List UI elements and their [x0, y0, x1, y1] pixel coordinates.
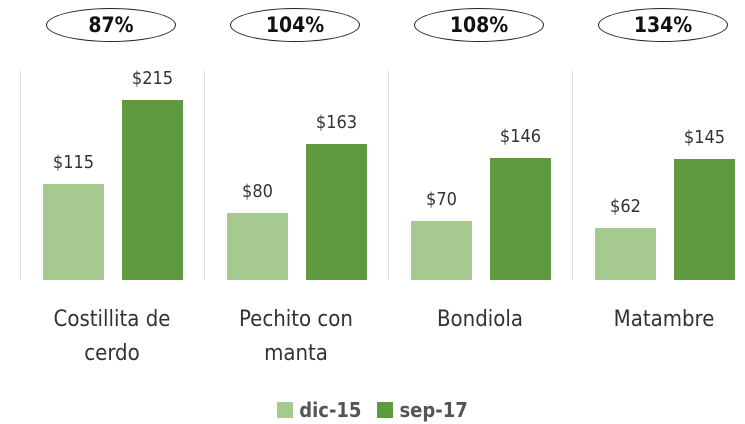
value-label: $70 — [426, 189, 457, 211]
value-label: $215 — [131, 68, 174, 89]
value-label: $145 — [683, 126, 726, 148]
legend-swatch — [377, 402, 394, 418]
bar — [411, 221, 472, 280]
growth-annotation: 104% — [230, 8, 360, 42]
bar — [674, 158, 735, 280]
legend-swatch — [277, 402, 294, 418]
bar — [306, 143, 367, 280]
legend: dic-15 sep-17 — [0, 398, 745, 422]
bar — [227, 213, 288, 280]
legend-label: sep-17 — [399, 398, 468, 422]
growth-annotation: 108% — [414, 8, 544, 42]
separator — [388, 70, 389, 280]
growth-annotation: 87% — [46, 8, 176, 42]
separator — [20, 70, 21, 280]
legend-item: sep-17 — [377, 398, 468, 422]
separator — [572, 70, 573, 280]
value-label: $163 — [315, 111, 358, 133]
value-label: $115 — [52, 151, 95, 173]
value-label: $80 — [242, 181, 273, 203]
bar — [43, 183, 104, 280]
x-tick-label: Costillita de cerdo — [53, 307, 171, 366]
separator — [204, 70, 205, 280]
value-label: $62 — [610, 196, 641, 218]
bar — [595, 228, 656, 280]
legend-item: dic-15 — [277, 398, 361, 422]
x-tick-label: Pechito con manta — [239, 307, 353, 366]
bar — [122, 100, 183, 280]
growth-annotation: 134% — [598, 8, 728, 42]
value-label: $146 — [499, 125, 542, 147]
x-tick-label: Matambre — [613, 307, 715, 332]
x-tick-label: Bondiola — [436, 307, 524, 332]
legend-label: dic-15 — [299, 398, 362, 422]
bar — [490, 157, 551, 280]
